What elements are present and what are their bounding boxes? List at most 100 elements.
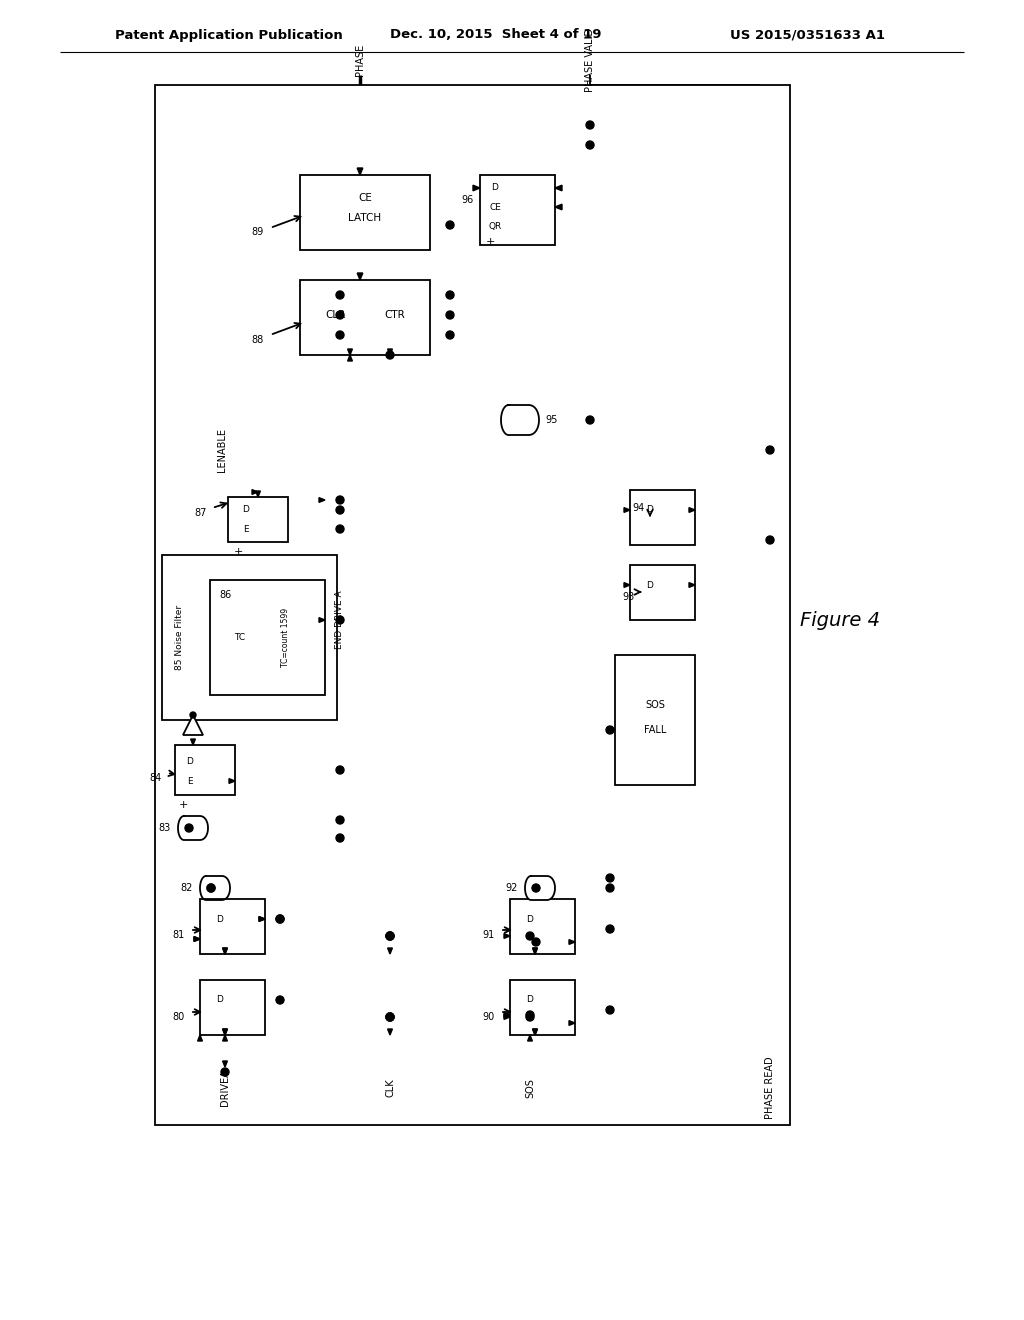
Circle shape	[586, 416, 594, 424]
Circle shape	[336, 834, 344, 842]
Bar	[510, 899, 575, 954]
Circle shape	[336, 506, 344, 513]
Polygon shape	[222, 1030, 227, 1035]
Polygon shape	[222, 948, 227, 954]
Polygon shape	[504, 933, 510, 939]
Text: D: D	[526, 995, 534, 1005]
Circle shape	[336, 331, 344, 339]
Text: D: D	[526, 915, 534, 924]
Text: 95: 95	[545, 414, 557, 425]
Polygon shape	[388, 348, 392, 355]
Circle shape	[606, 925, 614, 933]
Bar	[300, 280, 430, 355]
Polygon shape	[200, 876, 230, 900]
Circle shape	[386, 1012, 394, 1020]
Bar	[200, 899, 265, 954]
Text: E: E	[243, 524, 249, 533]
Polygon shape	[194, 937, 200, 941]
Bar	[630, 565, 695, 620]
Polygon shape	[532, 948, 538, 954]
Text: CE: CE	[358, 193, 372, 203]
Circle shape	[336, 766, 344, 774]
Polygon shape	[501, 405, 539, 436]
Bar	[510, 979, 575, 1035]
Polygon shape	[229, 779, 234, 783]
Text: QR: QR	[488, 223, 502, 231]
Circle shape	[386, 932, 394, 940]
Text: US 2015/0351633 A1: US 2015/0351633 A1	[730, 29, 885, 41]
Polygon shape	[198, 1035, 203, 1041]
Circle shape	[386, 932, 394, 940]
Bar	[200, 979, 265, 1035]
Polygon shape	[222, 1035, 227, 1041]
Text: PHASE VALID: PHASE VALID	[585, 28, 595, 92]
Text: CLK: CLK	[385, 1078, 395, 1097]
Text: CLR: CLR	[325, 310, 345, 319]
Text: TC: TC	[234, 634, 246, 642]
Polygon shape	[347, 348, 352, 355]
Polygon shape	[222, 948, 227, 954]
Text: 96: 96	[462, 195, 474, 205]
Text: 91: 91	[482, 931, 495, 940]
Polygon shape	[256, 491, 260, 498]
Polygon shape	[319, 618, 325, 623]
Text: D: D	[646, 581, 653, 590]
Circle shape	[446, 220, 454, 228]
Text: 87: 87	[195, 508, 207, 517]
Text: 84: 84	[150, 774, 162, 783]
Text: +: +	[485, 238, 495, 247]
Polygon shape	[388, 1030, 392, 1035]
Text: Dec. 10, 2015  Sheet 4 of 19: Dec. 10, 2015 Sheet 4 of 19	[390, 29, 601, 41]
Polygon shape	[388, 948, 392, 954]
Circle shape	[336, 616, 344, 624]
Text: +: +	[233, 546, 243, 557]
Text: 89: 89	[252, 227, 264, 238]
Circle shape	[336, 496, 344, 504]
Text: CTR: CTR	[385, 310, 406, 319]
Text: 81: 81	[173, 931, 185, 940]
Text: 86: 86	[219, 590, 231, 601]
Polygon shape	[357, 168, 362, 176]
Circle shape	[766, 446, 774, 454]
Polygon shape	[252, 490, 258, 495]
Polygon shape	[532, 1030, 538, 1035]
Circle shape	[336, 525, 344, 533]
Text: D: D	[216, 915, 223, 924]
Text: 93: 93	[623, 591, 635, 602]
Bar	[155, 84, 790, 1125]
Text: 94: 94	[633, 503, 645, 513]
Text: DRIVEA: DRIVEA	[220, 1069, 230, 1106]
Polygon shape	[504, 1015, 510, 1019]
Bar	[210, 579, 325, 696]
Circle shape	[276, 915, 284, 923]
Polygon shape	[555, 185, 562, 191]
Text: D: D	[492, 183, 499, 193]
Text: 85 Noise Filter: 85 Noise Filter	[175, 605, 184, 671]
Polygon shape	[569, 940, 575, 944]
Text: SOS: SOS	[645, 700, 665, 710]
Bar	[615, 655, 695, 785]
Circle shape	[336, 290, 344, 300]
Circle shape	[336, 312, 344, 319]
Text: 83: 83	[159, 822, 171, 833]
Circle shape	[606, 726, 614, 734]
Polygon shape	[319, 498, 325, 503]
Polygon shape	[525, 876, 555, 900]
Circle shape	[336, 816, 344, 824]
Polygon shape	[689, 508, 695, 512]
Polygon shape	[183, 715, 203, 735]
Polygon shape	[259, 916, 265, 921]
Polygon shape	[259, 916, 265, 921]
Polygon shape	[527, 1035, 532, 1041]
Polygon shape	[504, 1012, 510, 1018]
Circle shape	[446, 331, 454, 339]
Circle shape	[526, 1011, 534, 1019]
Text: 92: 92	[506, 883, 518, 894]
Polygon shape	[624, 508, 630, 512]
Polygon shape	[473, 185, 480, 191]
Text: END DRIVE A: END DRIVE A	[336, 590, 344, 649]
Polygon shape	[194, 937, 200, 941]
Text: PHASE READ: PHASE READ	[765, 1057, 775, 1119]
Circle shape	[586, 141, 594, 149]
Text: D: D	[186, 756, 194, 766]
